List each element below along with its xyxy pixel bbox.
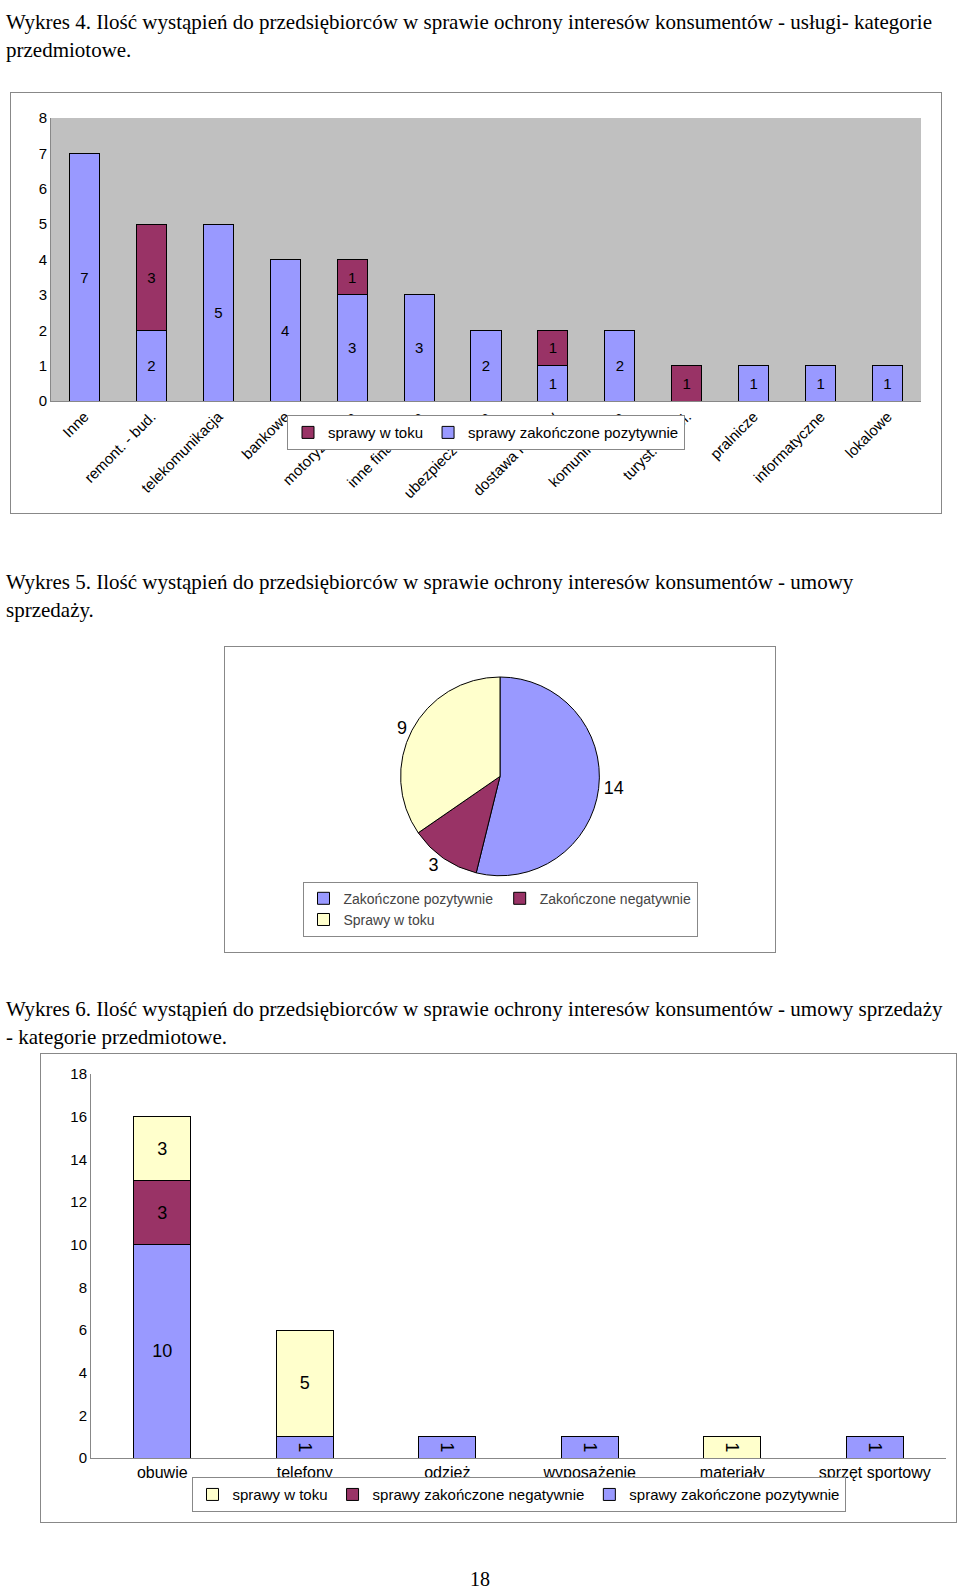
svg-text:0: 0 [79, 1449, 87, 1466]
svg-text:10: 10 [70, 1236, 87, 1253]
svg-text:informatyczne: informatyczne [750, 408, 828, 486]
svg-text:5: 5 [39, 215, 47, 232]
svg-text:5: 5 [300, 1373, 310, 1393]
svg-text:1: 1 [580, 1442, 600, 1452]
svg-text:1: 1 [865, 1442, 885, 1452]
svg-text:sprawy zakończone negatywnie: sprawy zakończone negatywnie [373, 1486, 585, 1503]
svg-text:Zakończone pozytywnie: Zakończone pozytywnie [344, 891, 494, 907]
svg-text:18: 18 [70, 1065, 87, 1082]
svg-text:1: 1 [750, 375, 758, 392]
svg-text:sprawy w toku: sprawy w toku [233, 1486, 328, 1503]
svg-text:12: 12 [70, 1193, 87, 1210]
svg-text:6: 6 [79, 1321, 87, 1338]
svg-text:14: 14 [604, 778, 624, 798]
svg-text:4: 4 [79, 1364, 87, 1381]
svg-text:1: 1 [816, 375, 824, 392]
svg-text:sprawy zakończone pozytywnie: sprawy zakończone pozytywnie [629, 1486, 839, 1503]
svg-text:1: 1 [295, 1442, 315, 1452]
svg-text:obuwie: obuwie [137, 1464, 188, 1481]
svg-text:1: 1 [683, 375, 691, 392]
svg-text:1: 1 [549, 375, 557, 392]
svg-text:pralnicze: pralnicze [707, 408, 761, 462]
svg-text:4: 4 [39, 251, 47, 268]
svg-text:6: 6 [39, 180, 47, 197]
svg-text:Sprawy w toku: Sprawy w toku [344, 912, 435, 928]
svg-text:14: 14 [70, 1151, 87, 1168]
svg-text:9: 9 [397, 718, 407, 738]
svg-text:4: 4 [281, 322, 289, 339]
svg-text:10: 10 [152, 1341, 172, 1361]
svg-text:0: 0 [39, 392, 47, 409]
svg-text:1: 1 [883, 375, 891, 392]
svg-text:1: 1 [437, 1442, 457, 1452]
svg-text:2: 2 [147, 357, 155, 374]
svg-text:1: 1 [549, 339, 557, 356]
svg-text:3: 3 [39, 286, 47, 303]
svg-text:8: 8 [39, 109, 47, 126]
svg-text:sprawy zakończone pozytywnie: sprawy zakończone pozytywnie [468, 424, 678, 441]
svg-text:2: 2 [39, 322, 47, 339]
svg-text:3: 3 [348, 339, 356, 356]
svg-text:8: 8 [79, 1279, 87, 1296]
svg-text:16: 16 [70, 1108, 87, 1125]
svg-text:3: 3 [147, 269, 155, 286]
svg-text:3: 3 [415, 339, 423, 356]
svg-text:1: 1 [722, 1442, 742, 1452]
svg-text:3: 3 [157, 1203, 167, 1223]
svg-text:7: 7 [80, 269, 88, 286]
svg-text:1: 1 [39, 357, 47, 374]
svg-text:remont. - bud.: remont. - bud. [81, 408, 159, 486]
svg-text:7: 7 [39, 145, 47, 162]
svg-text:bankowe: bankowe [238, 408, 292, 462]
svg-text:1: 1 [348, 269, 356, 286]
svg-text:2: 2 [482, 357, 490, 374]
svg-text:Zakończone negatywnie: Zakończone negatywnie [540, 891, 691, 907]
svg-text:2: 2 [616, 357, 624, 374]
svg-text:5: 5 [214, 304, 222, 321]
svg-text:Inne: Inne [59, 408, 92, 441]
svg-text:sprawy w toku: sprawy w toku [328, 424, 423, 441]
svg-text:lokalowe: lokalowe [842, 408, 895, 461]
svg-text:3: 3 [429, 855, 439, 875]
svg-text:2: 2 [79, 1407, 87, 1424]
svg-text:3: 3 [157, 1139, 167, 1159]
svg-text:telekomunikacja: telekomunikacja [138, 407, 227, 496]
